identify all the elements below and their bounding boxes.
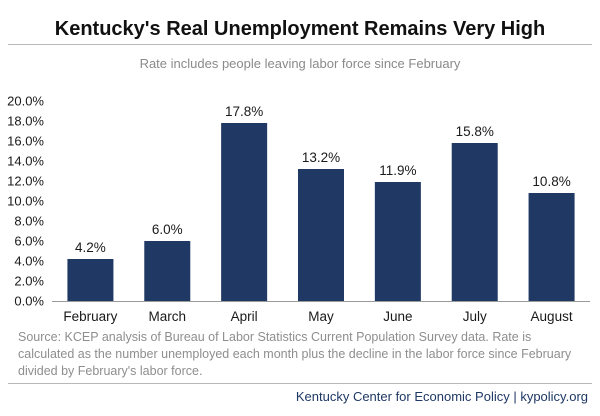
y-tick-label: 18.0% bbox=[7, 114, 44, 129]
y-tick-label: 6.0% bbox=[14, 234, 44, 249]
x-axis: February March April May June July August bbox=[52, 301, 590, 324]
chart-title: Kentucky's Real Unemployment Remains Ver… bbox=[54, 18, 546, 40]
bar-june bbox=[374, 182, 421, 301]
x-tick-label: March bbox=[149, 309, 187, 324]
source-note: Source: KCEP analysis of Bureau of Labor… bbox=[18, 330, 572, 378]
x-tick-label: June bbox=[383, 309, 412, 324]
bar-february bbox=[67, 259, 114, 301]
y-tick-label: 10.0% bbox=[7, 194, 44, 209]
data-label: 11.9% bbox=[379, 163, 416, 178]
footer-divider bbox=[8, 383, 592, 384]
bar-chart: 0.0% 2.0% 4.0% 6.0% 8.0% 10.0% 12.0% 14.0% 16.0%… bbox=[7, 94, 590, 324]
footer-credit: Kentucky Center for Economic Policy | ky… bbox=[295, 389, 588, 404]
bar-march bbox=[144, 241, 191, 301]
y-tick-label: 12.0% bbox=[7, 174, 44, 189]
x-tick-label: May bbox=[308, 309, 334, 324]
x-tick-label: August bbox=[531, 309, 573, 324]
y-tick-label: 4.0% bbox=[14, 254, 44, 269]
y-tick-label: 14.0% bbox=[7, 154, 44, 169]
bars: 4.2% 6.0% 17.8% 13.2% 11.9% 15.8% 10.8% bbox=[67, 104, 575, 301]
x-tick-label: July bbox=[463, 309, 487, 324]
x-tick-label: February bbox=[63, 309, 117, 324]
y-tick-label: 16.0% bbox=[7, 134, 44, 149]
y-tick-label: 8.0% bbox=[14, 214, 44, 229]
data-label: 4.2% bbox=[75, 240, 106, 255]
bar-july bbox=[451, 143, 498, 301]
data-label: 15.8% bbox=[456, 124, 494, 139]
bar-august bbox=[528, 193, 575, 301]
chart-subtitle: Rate includes people leaving labor force… bbox=[139, 56, 461, 71]
title-divider bbox=[8, 44, 592, 45]
y-axis: 0.0% 2.0% 4.0% 6.0% 8.0% 10.0% 12.0% 14.0% 16.0%… bbox=[7, 94, 44, 309]
data-label: 13.2% bbox=[302, 150, 340, 165]
bar-may bbox=[298, 169, 344, 301]
y-tick-label: 0.0% bbox=[14, 294, 44, 309]
data-label: 10.8% bbox=[532, 174, 570, 189]
data-label: 17.8% bbox=[225, 104, 263, 119]
bar-april bbox=[221, 123, 268, 301]
y-tick-label: 2.0% bbox=[14, 274, 44, 289]
x-tick-label: April bbox=[231, 309, 258, 324]
data-label: 6.0% bbox=[152, 222, 183, 237]
y-tick-label: 20.0% bbox=[7, 94, 44, 109]
